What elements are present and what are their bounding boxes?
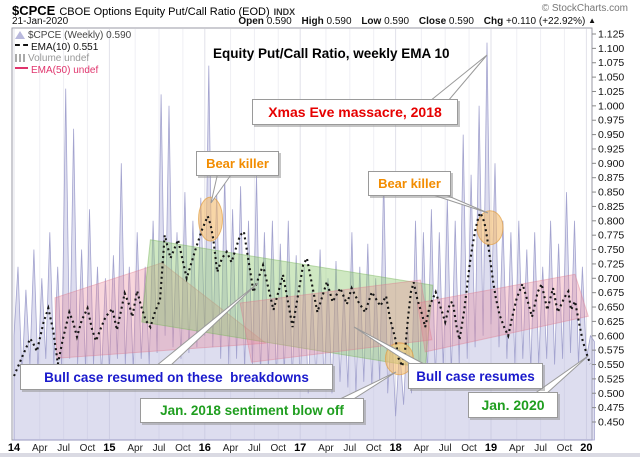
legend-item-ema50: EMA(50) undef <box>15 65 131 77</box>
exchange-label: INDX <box>273 7 296 17</box>
y-axis-label: 0.975 <box>598 115 624 127</box>
y-axis-label: 0.600 <box>598 330 624 342</box>
legend-ema50-label: EMA(50) undef <box>31 64 99 76</box>
solid-line-swatch-icon <box>15 67 28 70</box>
x-axis-label: Oct <box>461 443 477 454</box>
y-axis-label: 0.875 <box>598 172 624 184</box>
callout-jan-2020: Jan. 2020 <box>468 392 558 418</box>
y-axis-label: 1.125 <box>598 29 624 41</box>
y-axis-label: 0.700 <box>598 273 624 285</box>
x-axis-label: Apr <box>318 443 334 454</box>
y-axis-label: 1.000 <box>598 100 624 112</box>
open-value: 0.590 <box>266 16 292 27</box>
x-axis-label: 16 <box>199 442 211 454</box>
volume-bars-swatch-icon <box>15 54 25 63</box>
x-axis-label: Jul <box>343 443 356 454</box>
y-axis-label: 0.925 <box>598 143 624 155</box>
stockcharts-watermark: © StockCharts.com <box>541 3 628 14</box>
legend-volume-label: Volume undef <box>28 53 90 64</box>
y-axis-label: 1.075 <box>598 57 624 69</box>
symbol-description: CBOE Options Equity Put/Call Ratio (EOD) <box>59 6 270 18</box>
y-axis-label: 0.775 <box>598 230 624 242</box>
y-axis-label: 0.475 <box>598 402 624 414</box>
ema10-dotted-line <box>13 210 592 377</box>
y-axis-label: 0.450 <box>598 416 624 428</box>
x-axis-label: Oct <box>366 443 382 454</box>
x-axis-label: 20 <box>580 442 592 454</box>
y-axis-label: 0.525 <box>598 373 624 385</box>
x-axis-label: Jul <box>248 443 261 454</box>
x-axis-label: Apr <box>32 443 48 454</box>
close-label: Close <box>418 16 447 27</box>
legend-item-volume: Volume undef <box>15 53 131 65</box>
y-axis-label: 0.950 <box>598 129 624 141</box>
y-axis-label: 0.850 <box>598 187 624 199</box>
x-axis-label: Apr <box>223 443 239 454</box>
x-axis-label: 18 <box>389 442 401 454</box>
y-axis-label: 0.725 <box>598 258 624 270</box>
bottom-border-strip <box>0 453 640 457</box>
cpce-weekly-area <box>13 42 595 441</box>
callout-xmas-eve: Xmas Eve massacre, 2018 <box>252 99 458 125</box>
chart-annotation-title: Equity Put/Call Ratio, weekly EMA 10 <box>213 46 450 61</box>
x-axis-label: Jul <box>439 443 452 454</box>
dashed-line-swatch-icon <box>15 44 28 47</box>
open-label: Open <box>238 16 264 27</box>
callout-bull-case-breakdowns: Bull case resumed on these breakdowns <box>20 364 333 390</box>
y-axis-label: 0.800 <box>598 215 624 227</box>
close-value: 0.590 <box>448 16 474 27</box>
y-axis-label: 0.625 <box>598 316 624 328</box>
legend-cpce-label: $CPCE (Weekly) 0.590 <box>28 30 132 41</box>
x-axis-label: Apr <box>127 443 143 454</box>
chg-value: +0.110 (+22.92%) <box>505 16 586 27</box>
callout-bear-killer-2: Bear killer <box>368 171 451 196</box>
low-label: Low <box>361 16 382 27</box>
callout-jan-2018-blow-off: Jan. 2018 sentiment blow off <box>140 398 364 423</box>
x-axis-label: Jul <box>57 443 70 454</box>
quote-values: Open 0.590 High 0.590 Low 0.590 Close 0.… <box>231 16 596 27</box>
callout-bull-case-resumes: Bull case resumes <box>408 363 543 389</box>
high-label: High <box>301 16 324 27</box>
legend-item-cpce: $CPCE (Weekly) 0.590 <box>15 30 131 42</box>
y-axis-label: 0.675 <box>598 287 624 299</box>
y-axis-label: 0.750 <box>598 244 624 256</box>
quote-row: 21-Jan-2020 Open 0.590 High 0.590 Low 0.… <box>12 16 596 28</box>
chart-legend: $CPCE (Weekly) 0.590 EMA(10) 0.551 Volum… <box>15 30 131 76</box>
y-axis-label: 1.050 <box>598 72 624 84</box>
y-axis-label: 0.650 <box>598 302 624 314</box>
legend-ema10-label: EMA(10) 0.551 <box>31 41 99 53</box>
low-value: 0.590 <box>384 16 410 27</box>
x-axis-label: Oct <box>557 443 573 454</box>
legend-item-ema10: EMA(10) 0.551 <box>15 42 131 54</box>
chg-label: Chg <box>483 16 504 27</box>
x-axis-label: 17 <box>294 442 306 454</box>
x-axis-label: 15 <box>103 442 115 454</box>
area-swatch-icon <box>15 31 25 40</box>
x-axis-label: Jul <box>534 443 547 454</box>
y-axis-label: 1.100 <box>598 43 624 55</box>
y-axis-label: 0.825 <box>598 201 624 213</box>
y-axis-label: 0.550 <box>598 359 624 371</box>
x-axis-label: Apr <box>509 443 525 454</box>
symbol: $CPCE <box>12 3 56 18</box>
x-axis-label: 19 <box>485 442 497 454</box>
y-axis-label: 0.575 <box>598 345 624 357</box>
pink-channel-2014 <box>54 262 268 359</box>
x-axis-label: 14 <box>8 442 21 454</box>
x-axis-label: Jul <box>153 443 166 454</box>
quote-date: 21-Jan-2020 <box>12 16 69 27</box>
callout-bear-killer-1: Bear killer <box>196 151 279 176</box>
y-axis-label: 0.900 <box>598 158 624 170</box>
x-axis-label: Apr <box>414 443 430 454</box>
bear-killer-2016-ellipse <box>198 196 224 242</box>
change-up-arrow-icon: ▲ <box>588 16 596 25</box>
chart-header: $CPCE CBOE Options Equity Put/Call Ratio … <box>12 2 628 18</box>
high-value: 0.590 <box>326 16 352 27</box>
x-axis-label: Oct <box>175 443 191 454</box>
y-axis-label: 0.500 <box>598 388 624 400</box>
x-axis-label: Oct <box>270 443 286 454</box>
x-axis-label: Oct <box>80 443 96 454</box>
y-axis-label: 1.025 <box>598 86 624 98</box>
